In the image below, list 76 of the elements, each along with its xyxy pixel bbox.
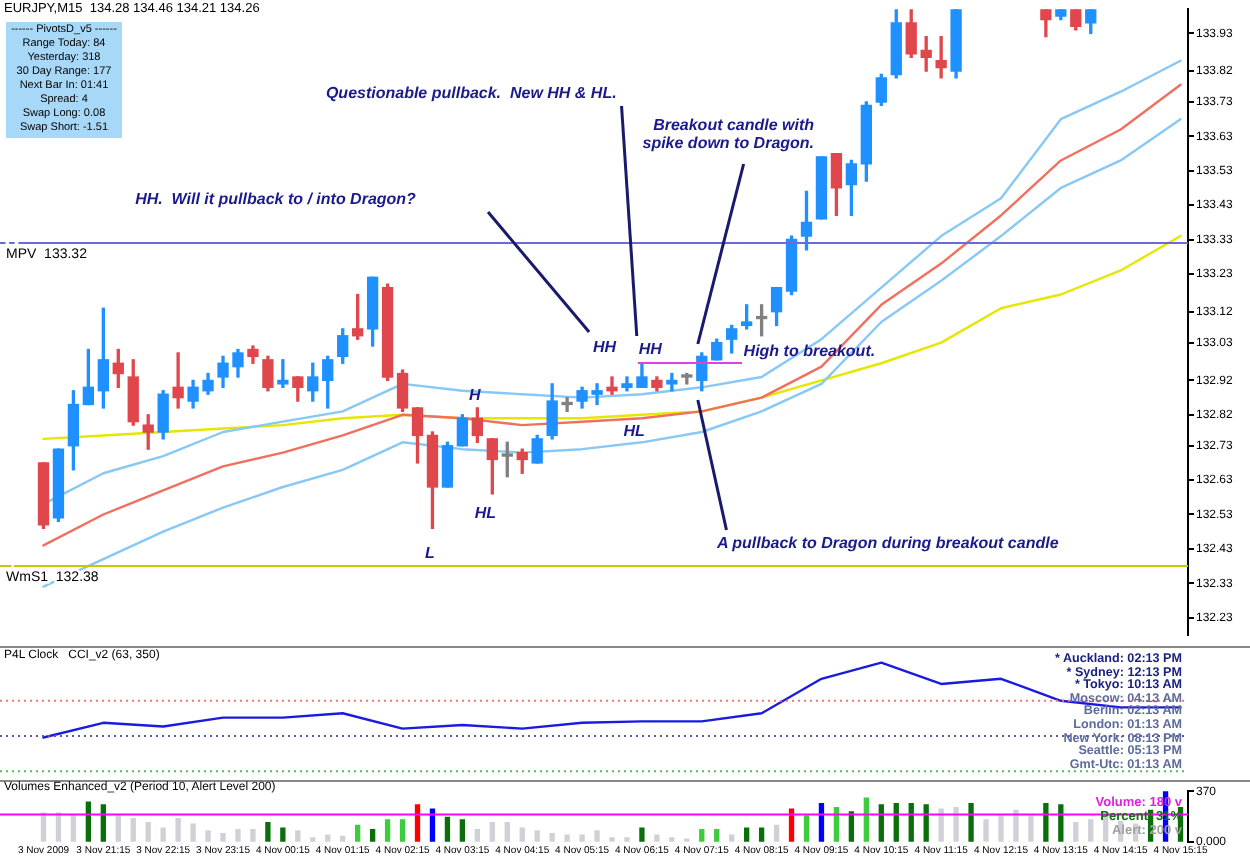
annotation: H <box>468 386 481 405</box>
bar <box>265 822 271 842</box>
annotation: Questionable pullback. New HH & HL. <box>325 84 617 103</box>
bar <box>1028 815 1034 842</box>
bar <box>983 819 989 842</box>
annotation: HH. Will it pullback to / into Dragon? <box>135 190 416 209</box>
bar <box>788 808 795 842</box>
bar <box>534 830 540 842</box>
bar <box>100 804 106 842</box>
bar <box>504 822 510 842</box>
bar <box>235 828 241 842</box>
bar <box>938 808 944 842</box>
bar <box>1088 819 1094 842</box>
bar <box>714 828 720 842</box>
annotation: HL <box>623 422 645 441</box>
annotation: HH <box>638 340 662 359</box>
bar <box>998 815 1004 842</box>
bar <box>743 827 750 842</box>
candlestick <box>561 396 573 413</box>
bar <box>1043 802 1049 842</box>
annotation: A pullback to Dragon during breakout candle <box>716 534 1059 553</box>
bar <box>519 827 525 842</box>
bar <box>654 834 660 842</box>
bar <box>280 827 286 842</box>
bar <box>369 828 376 842</box>
annotation: HH <box>592 338 617 357</box>
bar <box>833 807 840 842</box>
bar <box>489 822 495 842</box>
bar <box>953 807 959 842</box>
annotation: HL <box>474 504 496 523</box>
bar <box>190 823 196 842</box>
bar <box>699 828 705 842</box>
bar <box>145 822 151 842</box>
bar <box>773 824 780 842</box>
bar <box>325 834 331 842</box>
bar <box>594 830 600 842</box>
bar <box>160 827 166 842</box>
bar <box>414 804 421 842</box>
bar <box>758 827 765 842</box>
bar <box>474 828 481 842</box>
bar <box>115 815 121 842</box>
annotation: L <box>425 544 435 563</box>
bar <box>564 834 570 842</box>
bar <box>205 830 211 842</box>
bar <box>968 802 974 842</box>
candlestick <box>277 359 289 388</box>
bar <box>729 834 735 842</box>
bar <box>1013 809 1019 842</box>
candlestick <box>935 36 947 79</box>
bar <box>639 827 645 842</box>
bar <box>908 802 914 842</box>
bar <box>803 815 810 842</box>
annotation: Breakout candle with spike down to Dragon. <box>642 116 815 153</box>
bar <box>130 818 136 842</box>
candlestick <box>172 352 184 409</box>
bar <box>429 808 436 842</box>
bar <box>818 802 825 842</box>
bar <box>549 833 555 842</box>
bar <box>863 797 869 842</box>
bar <box>220 833 226 842</box>
bar <box>175 818 181 842</box>
bar <box>340 835 346 842</box>
bar <box>1058 804 1064 842</box>
bar <box>444 816 451 842</box>
bar <box>355 824 361 842</box>
bar <box>878 804 884 842</box>
bar <box>893 802 899 842</box>
bar <box>399 819 406 842</box>
bar <box>848 811 855 842</box>
bar <box>459 819 466 842</box>
bar <box>250 828 256 842</box>
bar <box>1073 822 1079 842</box>
bar <box>923 804 929 842</box>
bar <box>384 819 391 842</box>
bar <box>295 830 301 842</box>
bar <box>579 834 585 842</box>
